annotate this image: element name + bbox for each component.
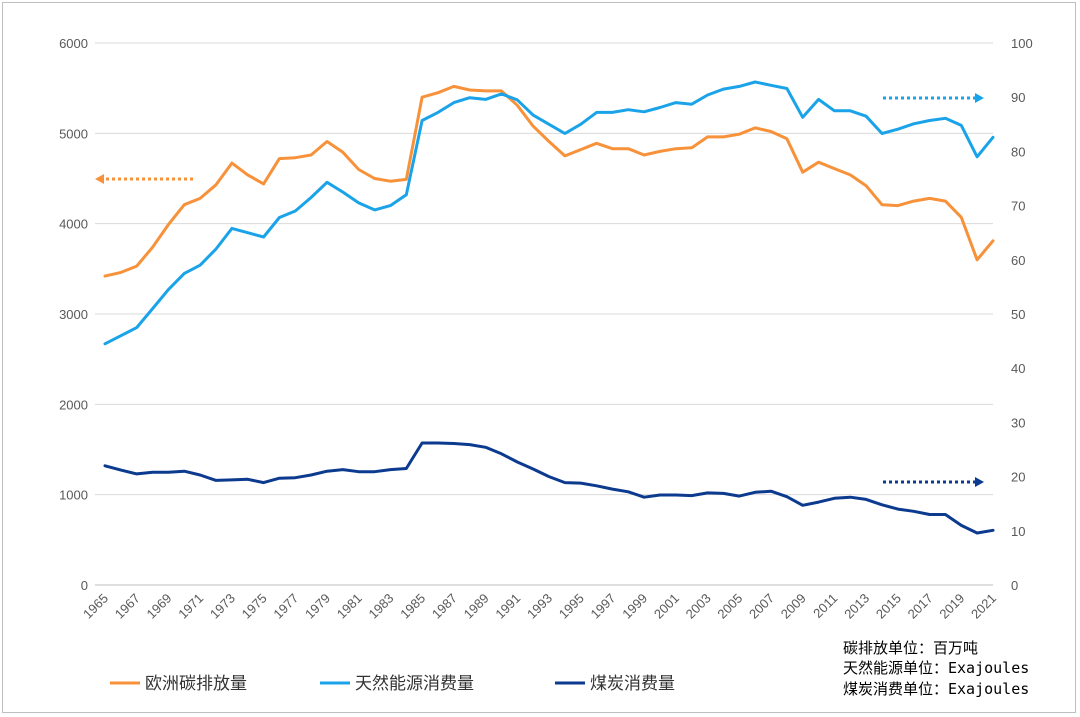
x-tick-label: 2007 bbox=[746, 591, 777, 622]
x-tick-label: 2011 bbox=[810, 591, 840, 621]
x-tick-label: 2013 bbox=[841, 591, 872, 622]
x-tick-label: 2019 bbox=[936, 591, 967, 622]
legend-item-coal: 煤炭消费量 bbox=[555, 674, 675, 694]
x-axis: 1965 1967 1969 1971 1973 1975 1977 1979 1981 1983… bbox=[80, 591, 999, 622]
series-line-2 bbox=[103, 441, 995, 535]
x-tick-label: 1989 bbox=[461, 591, 492, 622]
y-right-tick-label: 10 bbox=[1011, 524, 1025, 539]
legend-label-natural-energy: 天然能源消费量 bbox=[355, 674, 474, 694]
x-tick-label: 1975 bbox=[239, 591, 270, 622]
y-right-tick-label: 80 bbox=[1011, 144, 1025, 159]
x-tick-label: 1985 bbox=[397, 591, 428, 622]
x-tick-label: 2017 bbox=[905, 591, 936, 622]
x-tick-label: 1997 bbox=[587, 591, 618, 622]
x-tick-label: 2005 bbox=[714, 591, 745, 622]
x-tick-label: 2001 bbox=[651, 591, 682, 622]
y-left-tick-label: 3000 bbox=[59, 307, 88, 322]
x-tick-label: 2015 bbox=[873, 591, 904, 622]
arrow-right-lightblue-head bbox=[975, 93, 984, 103]
x-tick-label: 1965 bbox=[80, 591, 111, 622]
x-tick-label: 1979 bbox=[302, 591, 333, 622]
y-right-tick-label: 50 bbox=[1011, 307, 1025, 322]
x-tick-label: 1981 bbox=[334, 591, 365, 622]
x-tick-label: 1973 bbox=[207, 591, 238, 622]
x-tick-label: 1967 bbox=[112, 591, 143, 622]
y-left-tick-label: 0 bbox=[81, 578, 88, 593]
y-right-tick-label: 30 bbox=[1011, 415, 1025, 430]
unit-note-natural-energy: 天然能源单位：Exajoules bbox=[843, 659, 1030, 677]
x-tick-label: 1977 bbox=[270, 591, 301, 622]
series-line-1 bbox=[103, 80, 995, 346]
legend-label-coal: 煤炭消费量 bbox=[590, 674, 675, 694]
y-right-tick-label: 90 bbox=[1011, 90, 1025, 105]
arrow-left-orange-head bbox=[95, 174, 104, 184]
series-line-0 bbox=[103, 84, 995, 278]
x-tick-label: 1987 bbox=[429, 591, 460, 622]
x-tick-label: 1999 bbox=[619, 591, 650, 622]
legend-item-emissions: 欧洲碳排放量 bbox=[110, 674, 247, 694]
y-left-tick-label: 2000 bbox=[59, 397, 88, 412]
legend: 欧洲碳排放量 天然能源消费量 煤炭消费量 bbox=[110, 674, 675, 694]
series-lines bbox=[103, 80, 995, 535]
arrow-left-orange bbox=[95, 174, 193, 184]
legend-item-natural-energy: 天然能源消费量 bbox=[320, 674, 474, 694]
y-left-tick-label: 1000 bbox=[59, 488, 88, 503]
y-right-tick-label: 60 bbox=[1011, 253, 1025, 268]
x-tick-label: 1993 bbox=[524, 591, 555, 622]
legend-label-emissions: 欧洲碳排放量 bbox=[145, 674, 247, 694]
gridlines bbox=[95, 42, 993, 586]
x-tick-label: 1971 bbox=[175, 591, 206, 622]
x-tick-label: 2009 bbox=[778, 591, 809, 622]
y-axis-right: 0 10 20 30 40 50 60 70 80 90 100 bbox=[1011, 36, 1033, 593]
x-tick-label: 1983 bbox=[365, 591, 396, 622]
y-left-tick-label: 6000 bbox=[59, 36, 88, 51]
x-tick-label: 1969 bbox=[143, 591, 174, 622]
y-right-tick-label: 100 bbox=[1011, 36, 1033, 51]
y-left-tick-label: 5000 bbox=[59, 126, 88, 141]
x-tick-label: 1995 bbox=[556, 591, 587, 622]
arrow-right-lightblue bbox=[883, 93, 984, 103]
unit-note-emissions: 碳排放单位：百万吨 bbox=[843, 639, 979, 657]
axis-arrows bbox=[95, 93, 984, 487]
arrow-right-darkblue bbox=[883, 477, 984, 487]
arrow-right-darkblue-head bbox=[975, 477, 984, 487]
y-left-tick-label: 4000 bbox=[59, 217, 88, 232]
y-right-tick-label: 0 bbox=[1011, 578, 1018, 593]
y-right-tick-label: 70 bbox=[1011, 199, 1025, 214]
x-tick-label: 1991 bbox=[492, 591, 523, 622]
y-right-tick-label: 40 bbox=[1011, 361, 1025, 376]
y-axis-left: 0 1000 2000 3000 4000 5000 6000 bbox=[59, 36, 88, 593]
y-right-tick-label: 20 bbox=[1011, 470, 1025, 485]
x-tick-label: 2003 bbox=[683, 591, 714, 622]
x-tick-label: 2021 bbox=[968, 591, 999, 622]
unit-note-coal: 煤炭消费单位：Exajoules bbox=[843, 680, 1030, 698]
